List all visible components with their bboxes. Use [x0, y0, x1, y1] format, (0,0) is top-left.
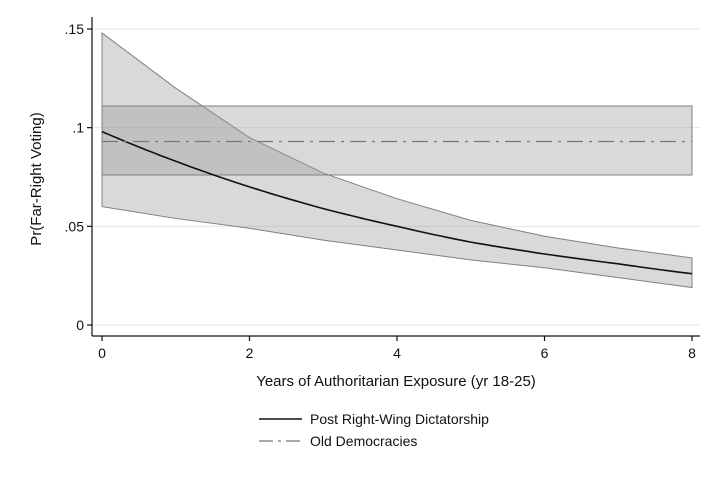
series-lines: [101, 130, 693, 275]
series-line-post-right-wing: [101, 130, 693, 275]
y-tick-label-3: .15: [65, 21, 85, 37]
tick-labels: 0 .05 .1 .15 0 2 4 6 8: [65, 21, 697, 361]
grid-lines: [92, 28, 700, 326]
legend: Post Right-Wing Dictatorship Old Democra…: [259, 411, 489, 449]
x-tick-label-2: 4: [393, 345, 401, 361]
y-tick-label-0: 0: [76, 317, 84, 333]
x-tick-label-1: 2: [246, 345, 254, 361]
x-tick-label-0: 0: [98, 345, 106, 361]
confidence-band-old-democracies: [101, 105, 693, 176]
x-tick-label-4: 8: [688, 345, 696, 361]
x-tick-label-3: 6: [541, 345, 549, 361]
axes: [91, 17, 700, 337]
y-axis-title: Pr(Far-Right Voting): [28, 112, 45, 245]
y-tick-label-2: .1: [72, 120, 84, 136]
legend-label-old-democracies: Old Democracies: [310, 433, 417, 449]
x-axis-title: Years of Authoritarian Exposure (yr 18-2…: [256, 373, 536, 390]
confidence-bands: [101, 31, 693, 289]
legend-label-post-right-wing: Post Right-Wing Dictatorship: [310, 411, 489, 427]
y-tick-label-1: .05: [65, 218, 85, 234]
confidence-band-post-right-wing: [101, 31, 693, 289]
